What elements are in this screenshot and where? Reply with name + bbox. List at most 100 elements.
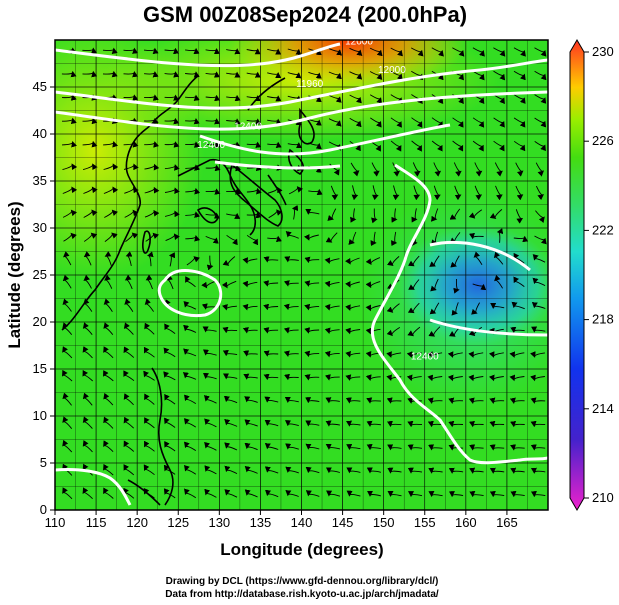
streamline-arrow [61, 140, 77, 148]
contour-north-1 [55, 42, 341, 68]
streamline-arrow [407, 302, 420, 314]
streamline-arrow [471, 302, 480, 315]
streamline-arrow [226, 71, 241, 78]
colorbar-tick-label: 214 [592, 401, 614, 416]
streamline-arrow [226, 118, 241, 125]
streamline-arrow [305, 208, 320, 215]
streamline-arrow [83, 298, 93, 312]
streamline-arrow [285, 231, 299, 239]
streamline-arrow [325, 467, 341, 474]
streamline-arrow [391, 208, 398, 223]
streamline-arrow [83, 186, 98, 194]
streamline-arrow [345, 397, 361, 404]
y-tick-label: 10 [33, 408, 47, 423]
streamline-arrow [242, 303, 258, 311]
streamline-arrow [324, 374, 340, 381]
streamline-arrow [304, 327, 320, 334]
streamline-arrow [124, 186, 139, 194]
streamline-arrow [287, 95, 302, 102]
streamline-arrow [308, 142, 322, 150]
streamline-arrow [515, 209, 524, 224]
streamline-arrow [427, 374, 443, 382]
streamline-arrow [370, 117, 382, 128]
streamline-arrow [427, 420, 443, 428]
streamline-arrow [123, 141, 139, 148]
streamline-arrow [204, 488, 217, 498]
streamline-arrow [163, 347, 176, 358]
streamline-arrow [221, 280, 237, 289]
streamline-arrow [204, 465, 217, 475]
streamline-arrow [103, 298, 113, 312]
streamline-arrow [530, 467, 546, 474]
streamline-arrow [515, 185, 524, 201]
streamline-arrow [469, 490, 484, 498]
streamline-arrow [164, 164, 180, 171]
streamline-arrow [429, 302, 440, 315]
streamline-arrow [104, 209, 119, 218]
x-tick-label: 120 [126, 515, 148, 530]
streamline-arrow [143, 346, 155, 358]
streamline-arrow [123, 416, 135, 429]
streamline-arrow [530, 490, 546, 498]
colorbar-tick-label: 210 [592, 490, 614, 505]
streamline-arrow [184, 464, 197, 475]
streamline-arrow [407, 444, 423, 451]
streamline-arrow [82, 117, 98, 125]
streamline-arrow [82, 70, 98, 78]
streamline-arrow [62, 487, 73, 500]
y-tick-label: 35 [33, 173, 47, 188]
streamline-arrow [366, 467, 381, 474]
y-axis-label: Latitude (degrees) [5, 201, 24, 348]
streamline-arrow [246, 95, 261, 102]
streamline-arrow [185, 164, 201, 171]
streamline-arrow [63, 251, 72, 266]
streamline-arrow [205, 188, 221, 195]
streamline-arrow [165, 233, 180, 242]
streamline-arrow [265, 489, 279, 498]
streamline-arrow [305, 443, 320, 450]
streamline-arrow [387, 467, 402, 474]
streamline-arrow [489, 467, 505, 474]
contour-east-1 [370, 163, 548, 465]
streamline-arrow [428, 444, 443, 451]
streamline-arrow [474, 162, 483, 177]
streamline-arrow [124, 298, 134, 312]
colorbar-body [569, 39, 585, 511]
contour-label: 11960 [296, 79, 324, 90]
streamline-arrow [513, 117, 526, 128]
streamline-arrow [513, 235, 529, 243]
streamline-arrow [324, 327, 340, 335]
streamline-arrow [534, 141, 546, 152]
streamline-arrow [144, 141, 159, 148]
streamline-arrow [263, 373, 279, 381]
streamline-arrow [371, 208, 378, 224]
streamline-arrow [147, 251, 154, 267]
streamline-arrow [530, 397, 546, 404]
streamline-arrow [328, 71, 342, 80]
streamline-arrow [493, 117, 505, 128]
streamline-arrow [346, 490, 361, 497]
y-tick-label: 25 [33, 267, 47, 282]
streamline-arrow [530, 420, 546, 428]
contour-north-3 [55, 90, 548, 131]
streamline-arrow [143, 464, 155, 476]
streamline-arrow [386, 351, 402, 358]
streamline-arrow [222, 349, 238, 357]
streamline-arrow [204, 395, 217, 404]
streamline-arrow [351, 185, 359, 201]
streamline-arrow [325, 397, 340, 404]
y-tick-label: 15 [33, 361, 47, 376]
streamline-arrow [123, 94, 139, 101]
streamline-arrow [183, 301, 197, 310]
streamline-arrow [472, 140, 484, 152]
streamline-arrow [366, 397, 381, 404]
streamline-arrow [430, 278, 439, 292]
streamline-arrow [224, 465, 238, 475]
streamline-arrow [164, 141, 180, 148]
streamline-arrow [185, 118, 200, 125]
streamline-arrow [428, 490, 443, 498]
streamline-arrow [226, 48, 241, 55]
streamline-arrow [305, 397, 320, 404]
streamline-arrow [224, 442, 238, 451]
streamline-arrow [183, 418, 197, 428]
